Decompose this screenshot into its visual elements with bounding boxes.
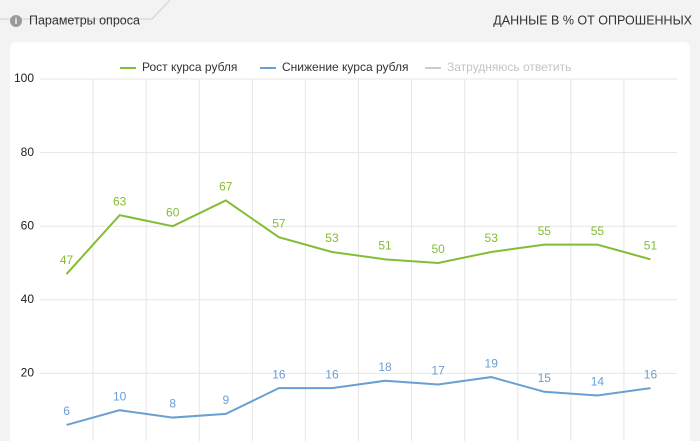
y-tick-label: 100	[14, 71, 34, 85]
data-label: 19	[485, 356, 499, 370]
data-label: 17	[431, 364, 445, 378]
y-tick-label: 80	[21, 145, 35, 159]
data-label: 16	[644, 367, 658, 381]
data-label: 60	[166, 205, 180, 219]
data-label: 50	[431, 242, 445, 256]
legend-label[interactable]: Затрудняюсь ответить	[447, 60, 571, 74]
params-link[interactable]: Параметры опроса	[29, 13, 140, 27]
data-label: 55	[591, 224, 605, 238]
legend-label[interactable]: Рост курса рубля	[142, 60, 237, 74]
data-label: 18	[378, 360, 392, 374]
y-tick-label: 60	[21, 218, 35, 232]
data-label: 63	[113, 194, 127, 208]
data-label: 55	[538, 224, 552, 238]
data-label: 51	[378, 238, 392, 252]
info-icon[interactable]	[10, 15, 22, 27]
data-label: 67	[219, 180, 233, 194]
units-note: ДАННЫЕ В % ОТ ОПРОШЕННЫХ	[493, 13, 692, 27]
data-label: 8	[169, 397, 176, 411]
series-line	[65, 199, 651, 275]
data-label: 10	[113, 389, 127, 403]
series-line	[66, 376, 651, 426]
data-label: 51	[644, 238, 658, 252]
y-tick-label: 40	[21, 292, 35, 306]
data-label: 16	[272, 367, 286, 381]
legend-label[interactable]: Снижение курса рубля	[282, 60, 408, 74]
data-label: 53	[485, 231, 499, 245]
data-label: 14	[591, 375, 605, 389]
data-label: 15	[538, 371, 552, 385]
data-label: 16	[325, 367, 339, 381]
data-label: 47	[60, 253, 74, 267]
data-label: 53	[325, 231, 339, 245]
y-tick-label: 20	[21, 366, 35, 380]
chart-panel	[10, 42, 690, 441]
data-label: 9	[222, 393, 229, 407]
data-label: 57	[272, 216, 286, 230]
info-icon-glyph: i	[15, 16, 18, 26]
tab-border	[0, 0, 171, 20]
data-label: 6	[63, 404, 70, 418]
